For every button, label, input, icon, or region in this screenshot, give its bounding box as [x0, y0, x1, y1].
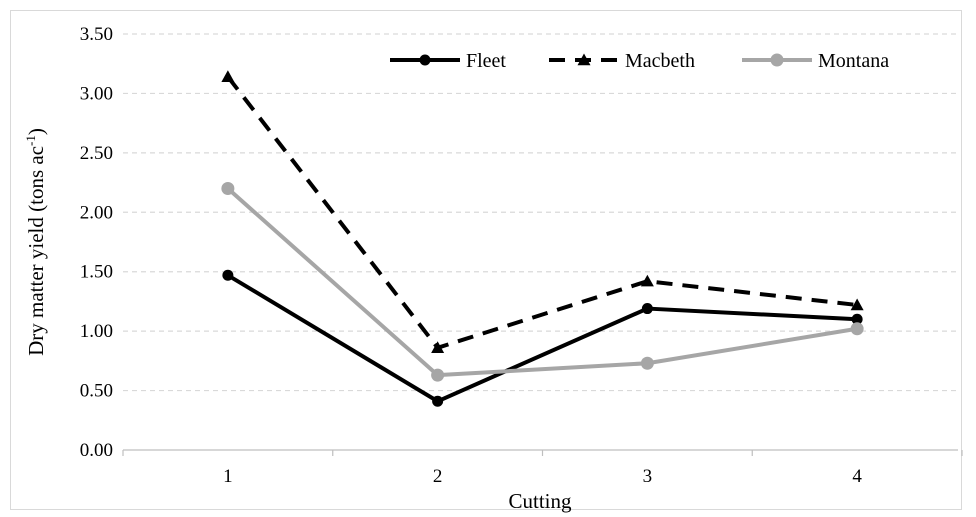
data-point-macbeth: [640, 274, 654, 287]
y-tick-label: 1.50: [80, 262, 113, 283]
data-point-fleet: [641, 303, 653, 315]
data-point-montana: [431, 368, 445, 382]
data-point-fleet: [222, 269, 234, 281]
x-tick-label: 1: [223, 466, 233, 487]
x-tick-label: 4: [852, 466, 862, 487]
data-point-fleet: [432, 395, 444, 407]
data-point-montana: [850, 322, 864, 336]
series-lines: [221, 70, 864, 407]
legend-marker: [770, 53, 784, 67]
legend: Fleet Macbeth Montana: [390, 50, 889, 72]
y-tick-label: 1.00: [80, 321, 113, 342]
y-axis-title-main: Dry matter yield (tons ac: [24, 146, 48, 356]
x-tick-label: 2: [433, 466, 443, 487]
data-point-montana: [221, 182, 235, 196]
data-point-fleet: [851, 313, 863, 325]
data-point-montana: [640, 356, 654, 370]
series-line-montana: [226, 187, 858, 378]
legend-entry-macbeth: Macbeth: [549, 50, 695, 72]
gridlines: [123, 33, 958, 392]
series-line-macbeth: [226, 75, 858, 350]
legend-marker: [577, 53, 591, 66]
legend-label: Macbeth: [625, 50, 695, 72]
legend-label: Fleet: [466, 50, 506, 72]
data-point-macbeth: [221, 70, 235, 82]
y-tick-label: 3.00: [80, 83, 113, 104]
y-tick-label: 3.50: [80, 24, 113, 45]
legend-marker: [419, 54, 431, 66]
x-tick-label: 3: [643, 466, 653, 487]
y-axis-title-superscript: -1: [23, 135, 38, 146]
y-axis-title-end: ): [24, 128, 48, 135]
legend-label: Montana: [818, 50, 889, 72]
x-axis-title: Cutting: [508, 489, 572, 513]
axes: 0.00 0.50 1.00 1.50 2.00 2.50 3.00 3.50 1 2 3 4: [80, 24, 963, 487]
y-tick-label: 0.00: [80, 440, 113, 461]
legend-entry-montana: Montana: [742, 50, 889, 72]
data-point-macbeth: [431, 341, 445, 353]
y-axis-title: Dry matter yield (tons ac-1): [23, 128, 48, 356]
y-tick-label: 2.00: [80, 202, 113, 223]
legend-entry-fleet: Fleet: [390, 50, 506, 72]
data-point-macbeth: [850, 298, 864, 311]
y-tick-label: 0.50: [80, 381, 113, 402]
series-line-fleet: [226, 273, 858, 404]
y-tick-label: 2.50: [80, 143, 113, 164]
